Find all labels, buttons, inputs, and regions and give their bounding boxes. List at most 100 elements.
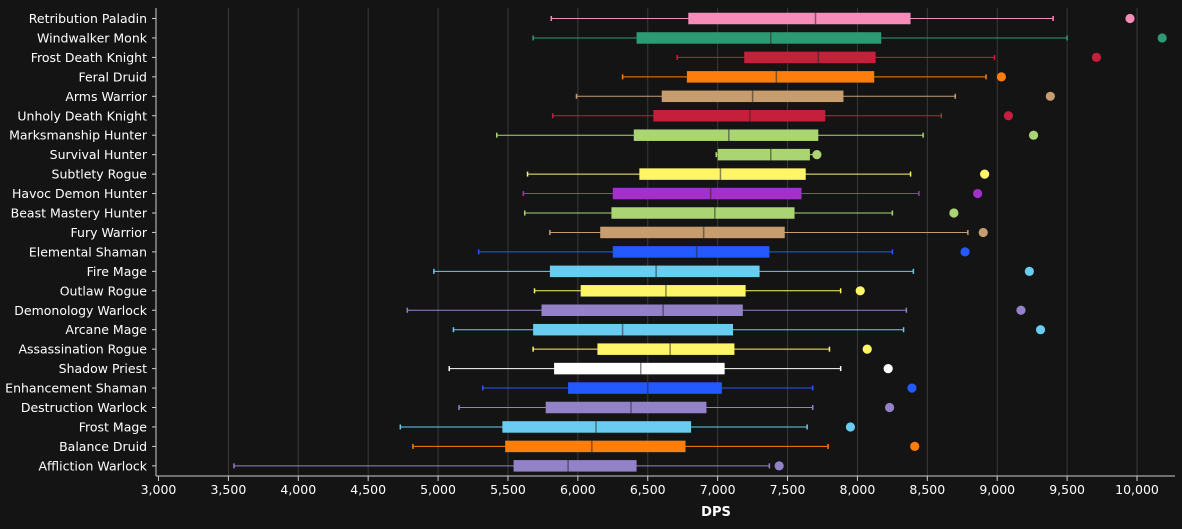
outlier-point — [1045, 91, 1055, 101]
box-row — [549, 226, 988, 239]
outlier-point — [812, 150, 822, 160]
outlier-point — [1024, 266, 1034, 276]
outlier-point — [978, 227, 988, 238]
x-tick-label: 5,000 — [420, 482, 456, 497]
x-tick-label: 4,500 — [350, 482, 386, 497]
category-label: Survival Hunter — [50, 147, 148, 162]
box-row — [477, 246, 970, 258]
iqr-box — [549, 265, 760, 278]
iqr-box — [513, 460, 637, 472]
iqr-box — [568, 382, 722, 394]
category-label: Destruction Warlock — [21, 400, 148, 415]
iqr-box — [580, 285, 746, 297]
iqr-box — [633, 129, 819, 141]
x-tick-label: 8,500 — [909, 482, 945, 497]
category-label: Enhancement Shaman — [5, 381, 147, 396]
iqr-box — [545, 401, 707, 414]
iqr-box — [686, 71, 875, 83]
iqr-box — [653, 110, 826, 122]
outlier-point — [1157, 33, 1167, 43]
category-label: Unholy Death Knight — [17, 108, 147, 123]
outlier-point — [1016, 305, 1026, 315]
iqr-box — [612, 246, 770, 258]
outlier-point — [949, 208, 959, 218]
category-labels: Retribution Paladin Windwalker Monk Frost … — [5, 11, 148, 473]
iqr-box — [744, 51, 876, 64]
iqr-box — [533, 323, 734, 336]
category-label: Elemental Shaman — [29, 244, 147, 259]
box-row — [533, 285, 865, 297]
box-row — [412, 440, 920, 453]
box-row — [233, 460, 784, 472]
category-label: Arcane Mage — [65, 322, 147, 337]
x-tick-label: 9,000 — [979, 482, 1015, 497]
iqr-box — [717, 148, 810, 161]
box-row — [406, 304, 1026, 316]
x-tick-label: 7,000 — [700, 482, 736, 497]
x-tick-labels: 3,000 3,500 4,000 4,500 5,000 5,500 6,000 6,500… — [141, 482, 1159, 497]
outlier-point — [907, 383, 917, 393]
box-series — [233, 12, 1167, 472]
iqr-box — [612, 187, 802, 200]
x-tick-label: 9,500 — [1049, 482, 1085, 497]
category-label: Outlaw Rogue — [60, 283, 148, 298]
outlier-point — [980, 169, 990, 179]
box-row — [575, 90, 1055, 103]
x-axis-title: DPS — [701, 505, 731, 520]
axis-lines — [152, 8, 1175, 481]
category-label: Feral Druid — [78, 69, 147, 84]
iqr-box — [554, 362, 725, 375]
outlier-point — [1125, 13, 1135, 24]
box-row — [496, 129, 1039, 141]
category-label: Demonology Warlock — [14, 303, 147, 318]
iqr-box — [541, 304, 743, 316]
category-label: Balance Druid — [59, 439, 147, 454]
category-label: Subtlety Rogue — [52, 167, 148, 182]
outlier-point — [1028, 130, 1039, 140]
category-label: Frost Mage — [79, 419, 148, 434]
iqr-box — [597, 343, 735, 355]
box-row — [715, 148, 822, 161]
category-label: Assassination Rogue — [18, 342, 147, 357]
category-label: Frost Death Knight — [31, 50, 147, 65]
outlier-point — [845, 422, 856, 432]
iqr-box — [688, 12, 911, 25]
x-tick-label: 5,500 — [490, 482, 526, 497]
x-tick-label: 3,000 — [141, 482, 177, 497]
outlier-point — [862, 344, 872, 354]
grid-lines — [227, 8, 1138, 476]
category-label: Beast Mastery Hunter — [11, 206, 148, 221]
category-label: Arms Warrior — [65, 89, 148, 104]
iqr-box — [505, 440, 686, 453]
outlier-point — [910, 441, 920, 451]
x-tick-label: 3,500 — [210, 482, 246, 497]
outlier-point — [996, 72, 1007, 82]
box-row — [551, 110, 1013, 122]
x-tick-label: 6,500 — [630, 482, 666, 497]
outlier-point — [1091, 52, 1102, 63]
box-row — [532, 343, 872, 355]
outlier-point — [884, 402, 895, 413]
box-row — [550, 12, 1135, 25]
iqr-box — [636, 32, 882, 44]
x-tick-label: 10,000 — [1115, 482, 1159, 497]
category-label: Windwalker Monk — [37, 30, 148, 45]
x-tick-label: 8,000 — [840, 482, 876, 497]
box-row — [523, 207, 959, 219]
category-label: Havoc Demon Hunter — [12, 186, 148, 201]
x-tick-label: 6,000 — [560, 482, 596, 497]
box-row — [482, 382, 917, 394]
box-row — [448, 362, 893, 375]
category-label: Fire Mage — [87, 264, 148, 279]
outlier-point — [1035, 325, 1046, 335]
x-tick-label: 7,500 — [770, 482, 806, 497]
box-row — [452, 323, 1046, 336]
category-label: Shadow Priest — [59, 361, 147, 376]
box-row — [621, 71, 1007, 83]
category-label: Retribution Paladin — [29, 11, 147, 26]
box-row — [458, 401, 895, 414]
outlier-point — [774, 461, 784, 471]
box-row — [433, 265, 1034, 278]
